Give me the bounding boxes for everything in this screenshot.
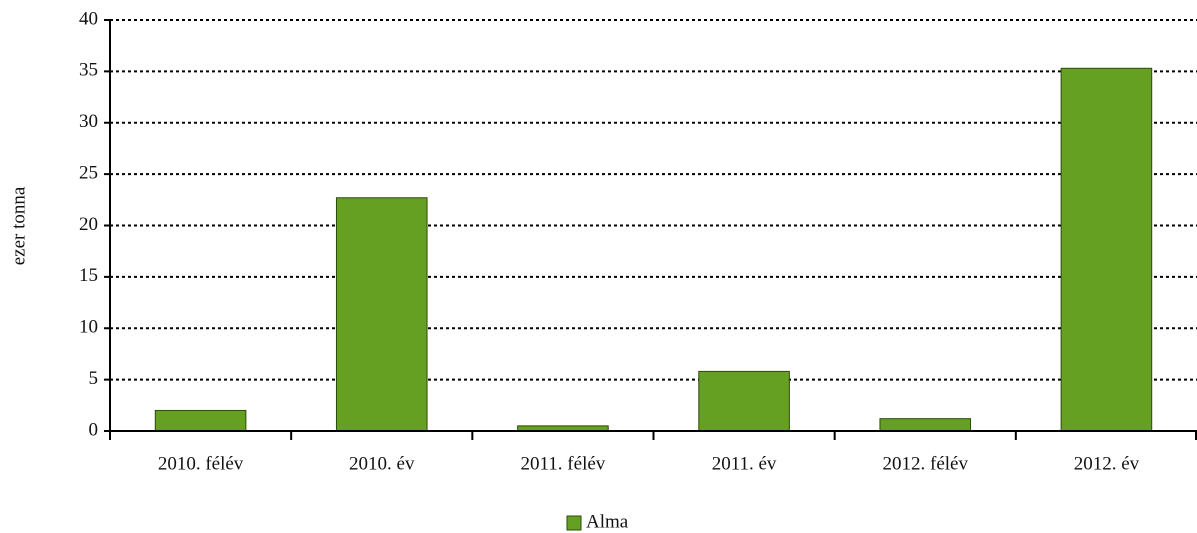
x-tick-label: 2012. félév — [883, 453, 969, 474]
y-tick-label: 35 — [79, 60, 98, 81]
y-tick-label: 20 — [79, 214, 98, 235]
x-tick-label: 2011. év — [712, 453, 777, 474]
y-axis-label: ezer tonna — [8, 186, 29, 265]
y-tick-label: 25 — [79, 162, 98, 183]
x-tick-label: 2010. év — [349, 453, 415, 474]
y-tick-label: 10 — [79, 317, 98, 338]
legend-label: Alma — [586, 511, 629, 532]
y-tick-label: 15 — [79, 265, 98, 286]
y-tick-label: 5 — [89, 368, 99, 389]
bar — [154, 409, 247, 432]
y-tick-label: 0 — [89, 419, 99, 440]
y-tick-label: 40 — [79, 8, 98, 29]
x-tick-label: 2010. félév — [158, 453, 244, 474]
bar — [335, 197, 428, 432]
bar — [1060, 67, 1153, 432]
bar — [698, 370, 790, 432]
x-tick-label: 2012. év — [1074, 453, 1140, 474]
y-tick-label: 30 — [79, 111, 98, 132]
legend-swatch — [566, 515, 582, 531]
bar — [879, 418, 972, 432]
x-tick-label: 2011. félév — [521, 453, 606, 474]
